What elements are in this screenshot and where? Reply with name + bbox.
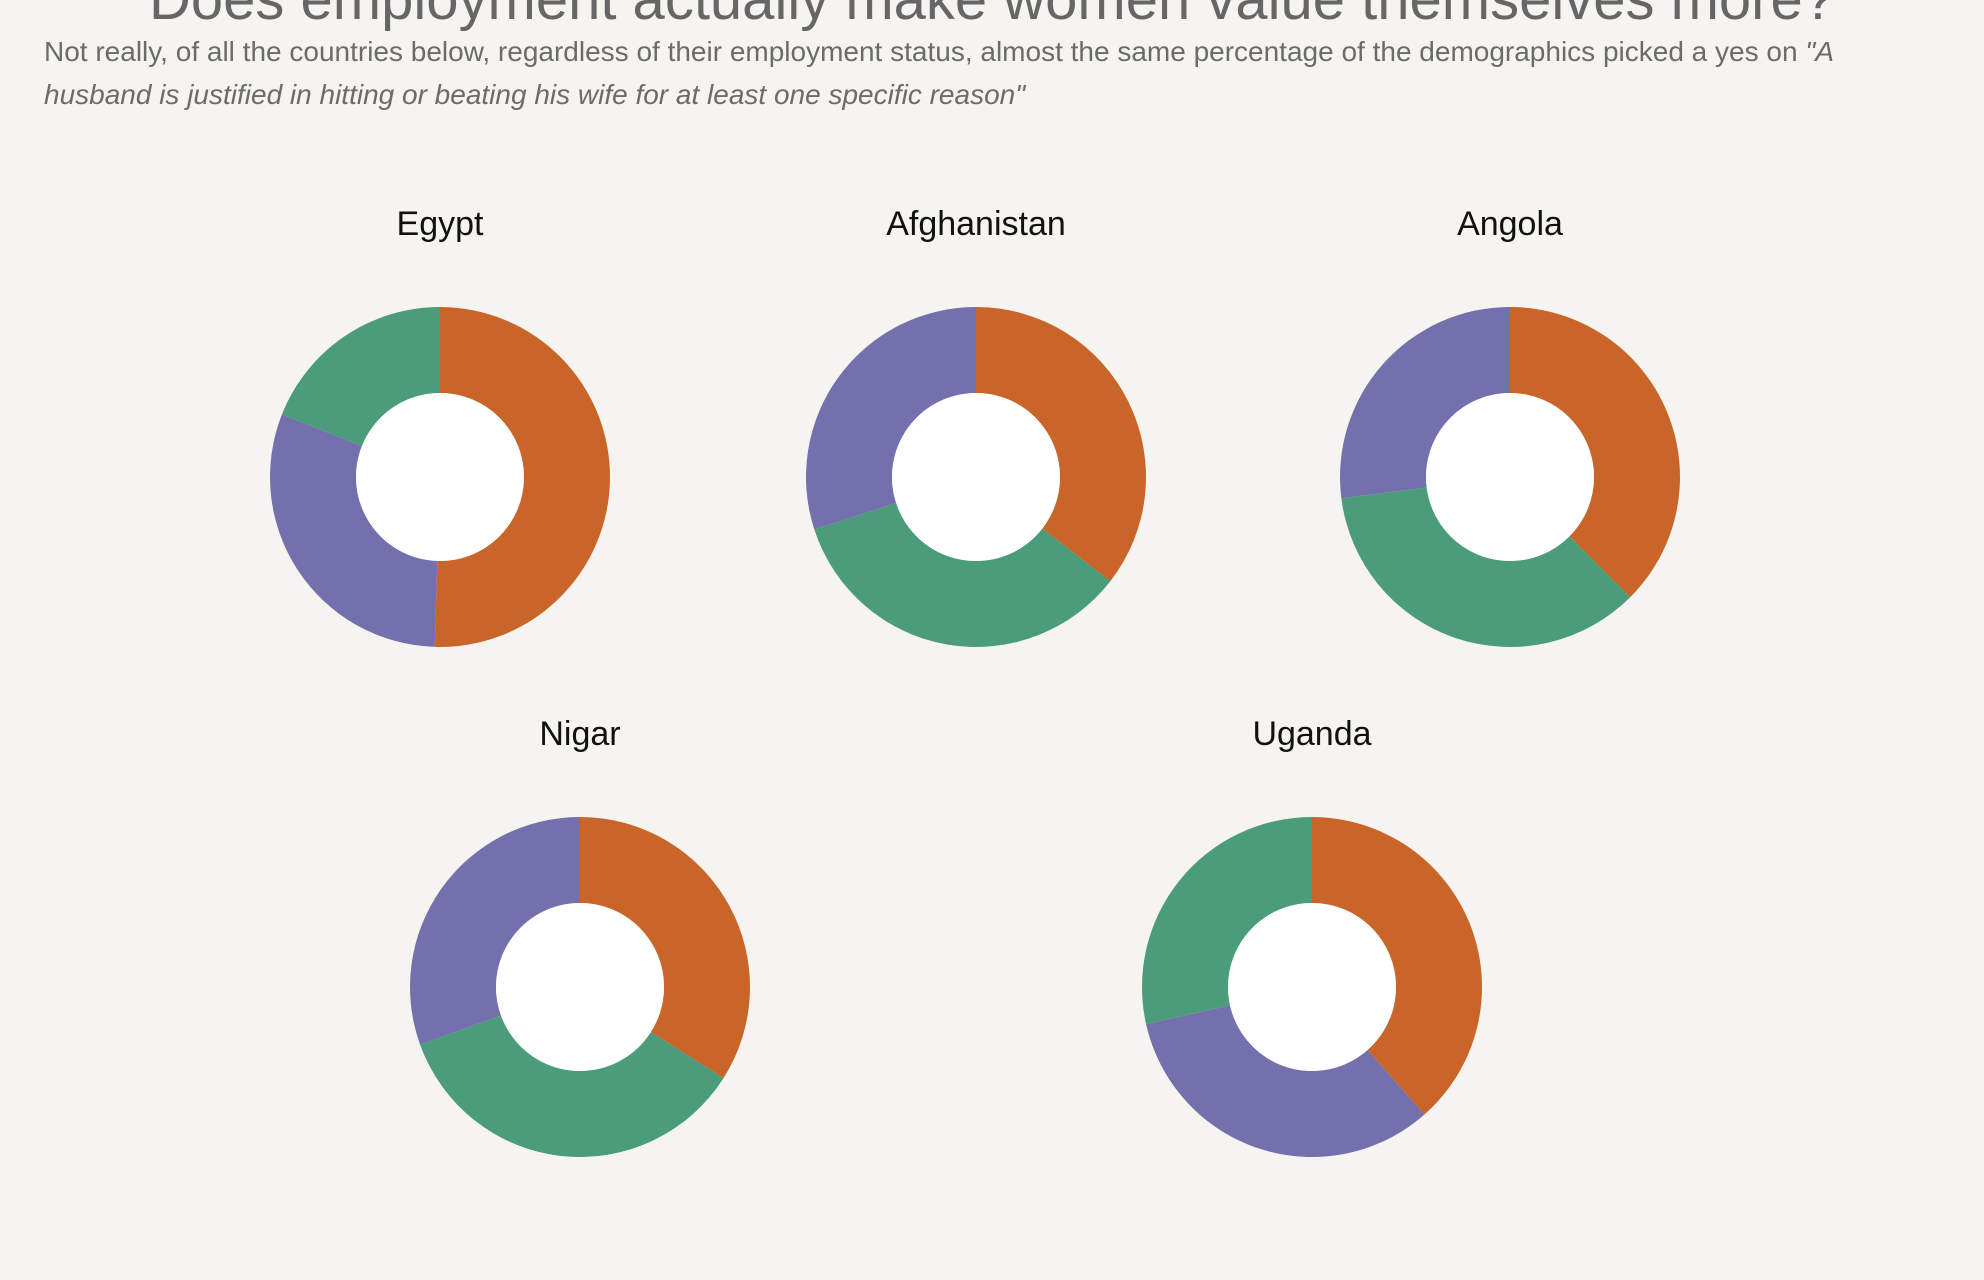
donut-hole [496,903,664,1071]
donut-slice-purple [409,817,580,1045]
donut-chart-angola: Angola [1339,205,1680,647]
country-label: Afghanistan [886,205,1066,243]
donut-chart-uganda: Uganda [1142,715,1482,1157]
donut-slice-purple [270,414,438,647]
page-title: Does employment actually make women valu… [0,0,1984,33]
page-subtitle: Not really, of all the countries below, … [44,30,1924,116]
donut-slice-purple [1146,1005,1425,1157]
donut-slice-green [420,1015,724,1158]
country-label: Angola [1457,205,1563,243]
donut-hole [1228,903,1396,1071]
subtitle-quote: "A husband is justified in hitting or be… [44,36,1833,110]
donut-hole [892,393,1060,561]
country-label: Nigar [539,715,620,753]
donut-slice-orange [434,307,610,647]
donut-chart-egypt: Egypt [270,205,610,647]
donut-slice-green [814,502,1111,647]
donut-slice-purple [805,307,976,530]
subtitle-lead: Not really, of all the countries below, … [44,36,1806,67]
donut-hole [356,393,524,561]
donut-slice-purple [1339,306,1510,499]
donut-slice-orange [580,817,751,1079]
donut-slice-orange [976,307,1146,582]
donut-hole [1426,393,1594,561]
donut-slice-green [281,307,440,447]
donut-chart-afghanistan: Afghanistan [805,205,1146,647]
country-label: Uganda [1252,715,1371,753]
donut-slice-green [1341,487,1631,647]
donut-chart-nigar: Nigar [409,715,751,1158]
donut-slice-orange [1510,307,1680,598]
donut-slice-orange [1312,817,1482,1115]
donut-slice-green [1142,817,1312,1025]
country-label: Egypt [397,205,484,243]
